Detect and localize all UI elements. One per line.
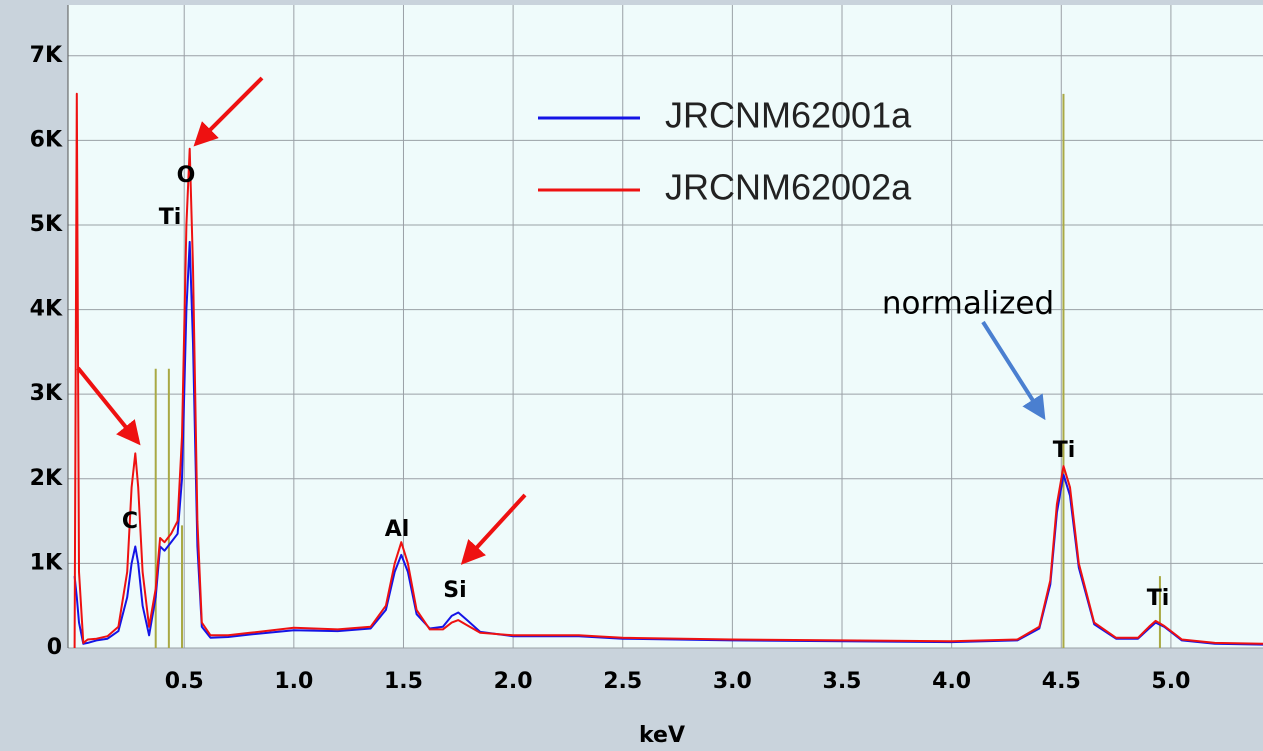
element-label: Ti	[1053, 438, 1076, 463]
y-tick-label: 0	[47, 635, 62, 660]
x-tick-label: 4.0	[932, 669, 971, 694]
x-tick-label: 1.0	[274, 669, 313, 694]
element-label: Si	[443, 578, 466, 603]
element-label: C	[122, 509, 138, 534]
element-label: Al	[385, 517, 410, 542]
series-line	[73, 240, 1263, 646]
legend-label: JRCNM62002a	[665, 167, 912, 208]
arrows	[76, 76, 1046, 565]
x-tick-label: 5.0	[1151, 669, 1190, 694]
grid	[67, 5, 1263, 649]
x-tick-label: 4.5	[1042, 669, 1081, 694]
y-tick-label: 6K	[30, 127, 63, 152]
labels: 0 1K 2K 3K 4K 5K 6K 7K 0.5 1.0 1.5 2.0 2.5 3.0 3.5 4.0 4…	[30, 43, 1191, 694]
x-tick-label: 1.5	[384, 669, 423, 694]
x-tick-label: 2.0	[494, 669, 533, 694]
x-axis-label: keV	[639, 723, 685, 748]
legend-label: JRCNM62001a	[665, 95, 912, 136]
y-tick-label: 5K	[30, 212, 63, 237]
y-tick-label: 2K	[30, 466, 63, 491]
element-label: Ti	[159, 205, 182, 230]
arrow	[981, 320, 1046, 421]
arrow	[193, 76, 264, 147]
element-label: Ti	[1147, 586, 1170, 611]
y-tick-label: 7K	[30, 43, 63, 68]
marker-lines	[154, 93, 1161, 648]
annotation: normalized	[882, 286, 1054, 322]
series-line	[73, 92, 1263, 649]
arrow	[460, 493, 527, 565]
y-tick-label: 1K	[30, 550, 63, 575]
y-tick-label: 3K	[30, 381, 63, 406]
element-label: O	[177, 163, 196, 188]
series-lines	[73, 92, 1263, 649]
x-tick-label: 3.0	[713, 669, 752, 694]
arrow	[76, 366, 141, 446]
x-tick-label: 0.5	[165, 669, 204, 694]
x-tick-label: 3.5	[823, 669, 862, 694]
x-tick-label: 2.5	[603, 669, 642, 694]
y-tick-label: 4K	[30, 297, 63, 322]
